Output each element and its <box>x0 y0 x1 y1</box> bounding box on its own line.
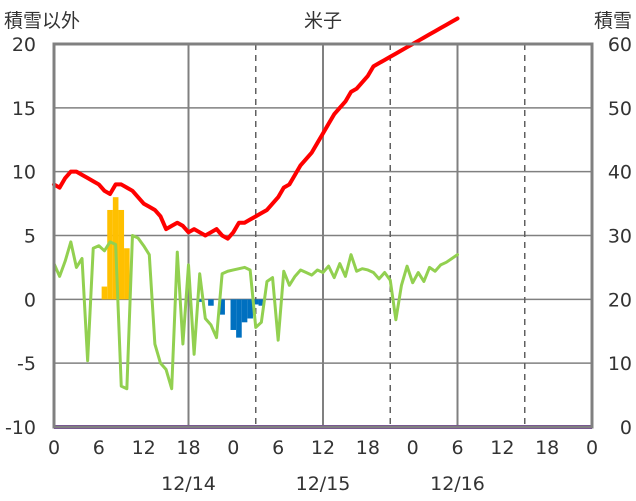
right-tick-label: 30 <box>608 226 632 248</box>
precip-bar <box>101 286 108 300</box>
series-lines <box>52 16 460 391</box>
precip-bar <box>208 299 214 306</box>
x-tick-label: 0 <box>586 437 598 459</box>
precip-bar <box>247 299 253 319</box>
precip-bar <box>118 209 125 300</box>
date-label: 12/16 <box>430 473 485 495</box>
x-tick-label: 0 <box>48 437 60 459</box>
right-tick-label: 0 <box>620 417 632 439</box>
plot-frame <box>52 42 594 429</box>
precip-bar <box>124 248 130 300</box>
left-axis-title: 積雪以外 <box>4 10 80 32</box>
precip-bar <box>219 299 225 315</box>
left-tick-label: 10 <box>12 162 36 184</box>
left-tick-label: 15 <box>12 98 36 120</box>
left-tick-label: -5 <box>17 353 36 375</box>
x-tick-label: 0 <box>407 437 419 459</box>
x-tick-label: 12 <box>132 437 156 459</box>
x-tick-label: 6 <box>93 437 105 459</box>
right-axis-title: 積雪 <box>594 10 632 32</box>
left-tick-label: 5 <box>24 226 36 248</box>
precip-bar <box>236 299 242 338</box>
right-tick-label: 10 <box>608 353 632 375</box>
precip-bar <box>196 299 203 302</box>
x-tick-label: 12 <box>311 437 335 459</box>
left-tick-label: -10 <box>5 417 36 439</box>
snow-depth-line <box>52 16 460 241</box>
right-tick-label: 50 <box>608 98 632 120</box>
precip-bar <box>258 299 265 306</box>
left-tick-label: 20 <box>12 34 36 56</box>
date-label: 12/14 <box>161 473 216 495</box>
x-tick-label: 0 <box>227 437 239 459</box>
x-tick-label: 18 <box>535 437 559 459</box>
x-tick-label: 12 <box>490 437 514 459</box>
right-tick-label: 20 <box>608 289 632 311</box>
date-label: 12/15 <box>296 473 351 495</box>
left-tick-label: 0 <box>24 289 36 311</box>
x-tick-label: 6 <box>272 437 284 459</box>
chart-title: 米子 <box>304 10 342 32</box>
right-tick-label: 40 <box>608 162 632 184</box>
right-tick-label: 60 <box>608 34 632 56</box>
gridlines <box>54 43 592 428</box>
precip-bar <box>107 209 113 300</box>
precip-bar <box>252 299 259 305</box>
x-tick-label: 18 <box>176 437 200 459</box>
precip-bar <box>241 299 248 323</box>
precip-bar <box>230 299 237 330</box>
x-tick-label: 6 <box>451 437 463 459</box>
x-tick-label: 18 <box>356 437 380 459</box>
temperature-line <box>52 234 459 391</box>
